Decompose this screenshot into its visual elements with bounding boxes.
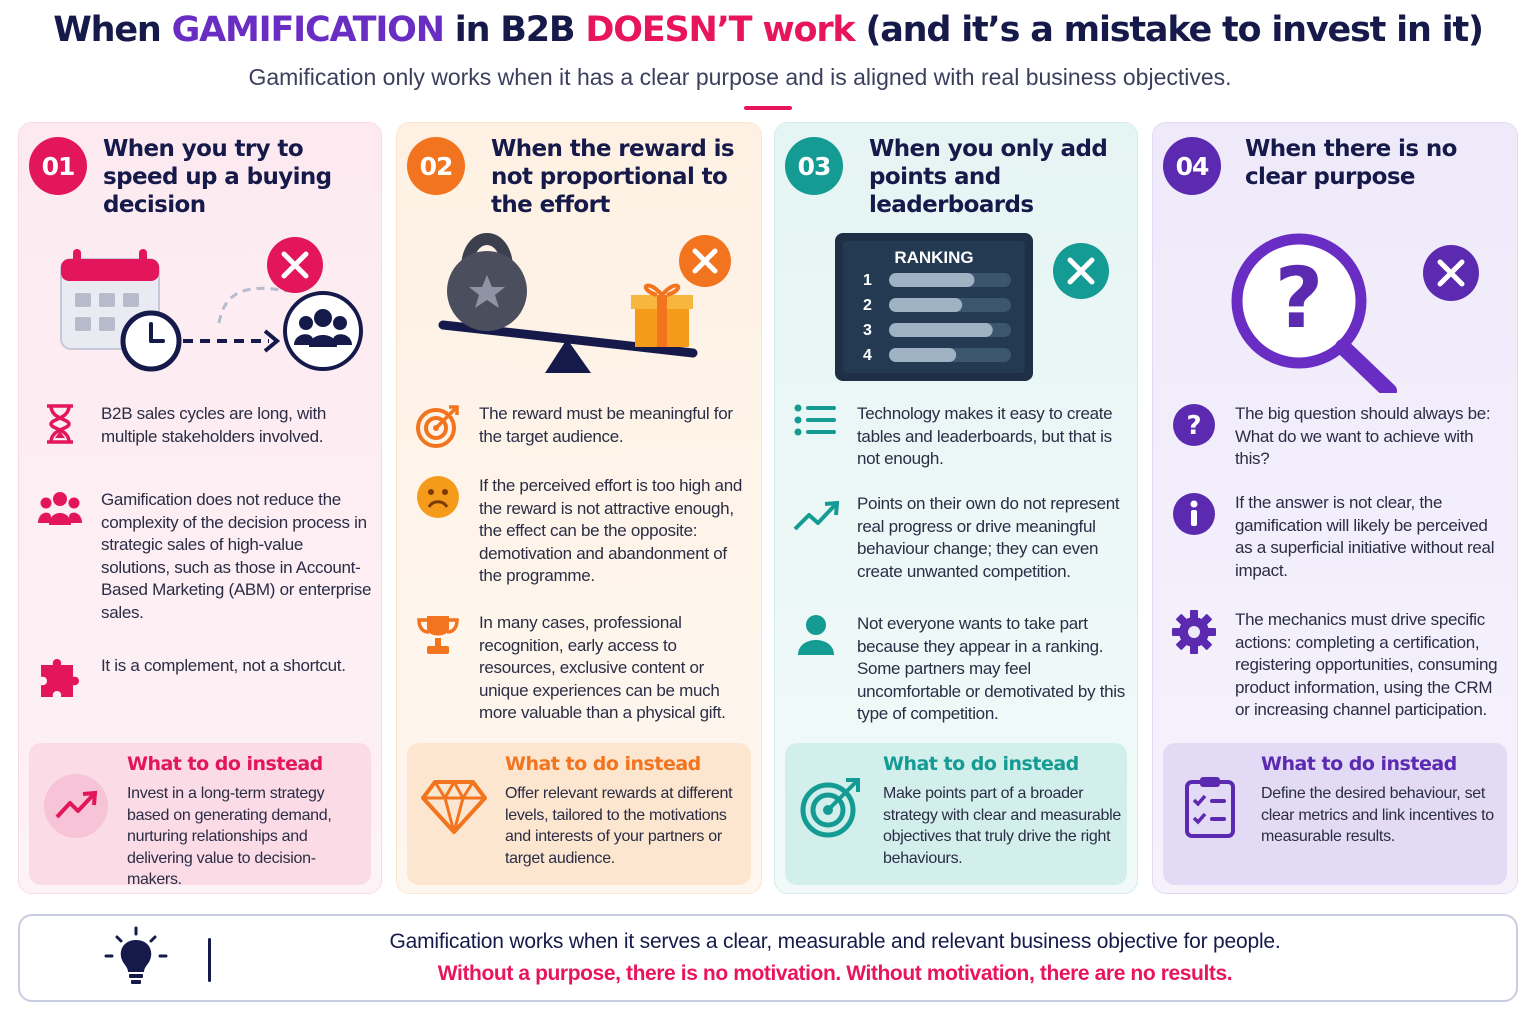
checklist-icon [1173, 769, 1247, 843]
what-to-do-instead-box: What to do instead Offer relevant reward… [407, 743, 751, 885]
instead-text: Offer relevant rewards at different leve… [505, 785, 733, 867]
hourglass-icon [37, 403, 83, 449]
card-title: When you try to speed up a buying decisi… [103, 136, 332, 218]
instead-text: Invest in a long-term strategy based on … [127, 785, 332, 889]
card-01: 01 When you try to speed up a buying dec… [18, 122, 382, 894]
card-03: 03 When you only add points and leaderbo… [774, 122, 1138, 894]
instead-heading: What to do instead [1261, 753, 1457, 775]
card-illustration [19, 223, 381, 393]
gift-icon [631, 283, 693, 347]
ranking-row-bar [889, 273, 975, 287]
page-title: When GAMIFICATION in B2B DOESN’T work (a… [0, 10, 1536, 50]
title-divider [744, 106, 792, 110]
ranking-row-number: 3 [863, 322, 872, 339]
footer-divider [208, 938, 211, 982]
card-number: 01 [29, 137, 87, 195]
ranking-row-number: 1 [863, 272, 872, 289]
card-number: 03 [785, 137, 843, 195]
card-title: When there is no clear purpose [1245, 136, 1457, 190]
point-text: Technology makes it easy to create table… [857, 404, 1113, 469]
point-text: The reward must be meaningful for the ta… [479, 404, 733, 446]
point-text: B2B sales cycles are long, with multiple… [101, 404, 327, 446]
point-text: The mechanics must drive specific action… [1235, 610, 1498, 720]
instead-heading: What to do instead [883, 753, 1079, 775]
puzzle-icon [37, 655, 83, 701]
point-text: It is a complement, not a shortcut. [101, 656, 346, 675]
ranking-row-bar [889, 298, 963, 312]
card-02: 02 When the reward is not proportional t… [396, 122, 762, 894]
person-icon [793, 613, 839, 659]
cross-icon [1053, 243, 1109, 299]
ranking-row-bar [889, 323, 993, 337]
instead-text: Make points part of a broader strategy w… [883, 785, 1121, 867]
leaderboard-icon: RANKING 1 2 3 4 [835, 233, 1033, 381]
kettlebell-icon [447, 233, 527, 331]
page-subtitle: Gamification only works when it has a cl… [248, 64, 1232, 90]
card-number: 04 [1163, 137, 1221, 195]
ranking-row-number: 2 [863, 297, 872, 314]
trend-line-icon [793, 499, 839, 545]
title-part-1: When [53, 10, 172, 50]
ranking-title: RANKING [894, 248, 973, 267]
point-text: Gamification does not reduce the complex… [101, 490, 372, 622]
cross-icon [679, 235, 731, 287]
svg-text:?: ? [1186, 411, 1201, 441]
card-illustration [397, 223, 761, 393]
calendar-icon [60, 249, 160, 350]
title-gamification: GAMIFICATION [171, 10, 445, 50]
trophy-icon [415, 612, 461, 658]
target-icon [415, 403, 461, 449]
cross-icon [267, 237, 323, 293]
footer-highlight: Without a purpose, there is no motivatio… [437, 962, 1233, 985]
point-text: If the perceived effort is too high and … [479, 476, 742, 586]
trend-up-icon [39, 769, 113, 843]
point-text: Points on their own do not represent rea… [857, 494, 1120, 581]
point-text: Not everyone wants to take part because … [857, 614, 1125, 724]
card-title: When you only add points and leaderboard… [869, 136, 1108, 218]
instead-heading: What to do instead [127, 753, 323, 775]
ranking-row-bar [889, 348, 957, 362]
diamond-icon [417, 769, 491, 843]
title-doesnt-work: DOESN’T work [585, 10, 855, 50]
instead-text: Define the desired behaviour, set clear … [1261, 785, 1494, 846]
card-title: When the reward is not proportional to t… [491, 136, 735, 218]
title-part-2: in B2B [443, 10, 586, 50]
lightbulb-icon [104, 926, 168, 990]
cross-icon [1423, 245, 1479, 301]
what-to-do-instead-box: What to do instead Invest in a long-term… [29, 743, 371, 888]
title-part-3: (and it’s a mistake to invest in it) [854, 10, 1484, 50]
card-illustration: RANKING 1 2 3 4 [775, 223, 1137, 393]
card-number: 02 [407, 137, 465, 195]
what-to-do-instead-box: What to do instead Define the desired be… [1163, 743, 1507, 885]
question-icon: ? [1171, 403, 1217, 449]
people-icon [283, 291, 363, 371]
gear-icon [1171, 609, 1217, 655]
list-icon [793, 403, 839, 449]
ranking-row-number: 4 [863, 347, 872, 364]
clock-icon [120, 310, 182, 372]
what-to-do-instead-box: What to do instead Make points part of a… [785, 743, 1127, 885]
bullseye-icon [795, 769, 869, 843]
magnifier-question-icon: ? [1231, 233, 1397, 393]
footer-statement: Gamification works when it serves a clea… [389, 930, 1281, 953]
point-text: In many cases, professional recognition,… [479, 613, 726, 723]
instead-heading: What to do instead [505, 753, 701, 775]
group-icon [37, 489, 83, 535]
card-illustration: ? [1153, 223, 1517, 393]
sad-face-icon [415, 475, 461, 521]
point-text: The big question should always be: What … [1235, 404, 1491, 469]
footer-banner: Gamification works when it serves a clea… [18, 914, 1518, 1002]
card-04: 04 When there is no clear purpose ? ? Th… [1152, 122, 1518, 894]
svg-text:?: ? [1275, 249, 1324, 347]
point-text: If the answer is not clear, the gamifica… [1235, 493, 1495, 580]
info-icon [1171, 492, 1217, 538]
